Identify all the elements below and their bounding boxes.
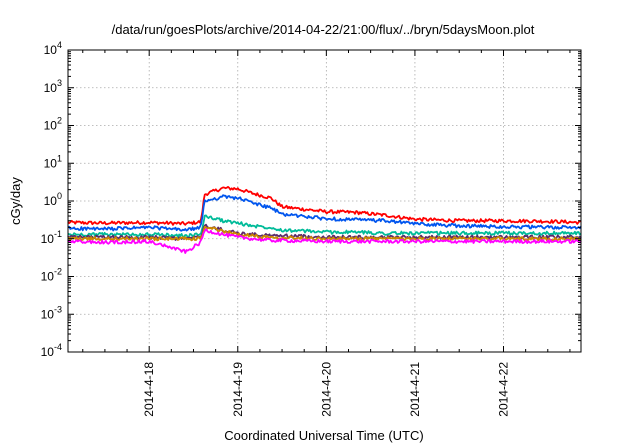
series-line xyxy=(67,186,582,226)
y-tick-base: 10 xyxy=(41,270,55,284)
x-tick-label: 2014-4-22 xyxy=(496,362,510,417)
y-tick-exponent: 0 xyxy=(57,191,62,201)
y-tick-exponent: 2 xyxy=(57,116,62,126)
series-line xyxy=(67,225,582,242)
y-tick-base: 10 xyxy=(41,345,55,359)
x-tick-label: 2014-4-21 xyxy=(408,362,422,417)
y-tick-label: 101 xyxy=(44,153,62,170)
y-tick-base: 10 xyxy=(41,307,55,321)
x-axis-label: Coordinated Universal Time (UTC) xyxy=(224,428,423,443)
series-line xyxy=(67,214,582,239)
grid xyxy=(68,50,581,352)
series-layer xyxy=(67,186,582,254)
series-line xyxy=(67,194,582,232)
y-tick-base: 10 xyxy=(41,232,55,246)
series-line xyxy=(67,228,582,254)
x-tick-labels: 2014-4-18 2014-4-19 2014-4-20 2014-4-21 2014… xyxy=(142,362,510,417)
y-tick-base: 10 xyxy=(44,194,58,208)
y-tick-base: 10 xyxy=(44,156,58,170)
axis-ticks xyxy=(68,49,581,353)
y-tick-label: 10-4 xyxy=(41,342,62,359)
y-axis-label: cGy/day xyxy=(8,177,23,225)
y-tick-exponent: 4 xyxy=(57,40,62,50)
x-tick-label: 2014-4-18 xyxy=(142,362,156,417)
y-tick-exponent: -4 xyxy=(54,342,62,352)
x-tick-label: 2014-4-20 xyxy=(319,362,333,417)
y-tick-label: 10-1 xyxy=(41,229,62,246)
y-tick-label: 100 xyxy=(44,191,62,208)
x-tick-label: 2014-4-19 xyxy=(231,362,245,417)
y-tick-label: 104 xyxy=(44,40,62,57)
chart-title: /data/run/goesPlots/archive/2014-04-22/2… xyxy=(112,22,535,37)
y-tick-label: 103 xyxy=(44,78,62,95)
y-tick-exponent: -3 xyxy=(54,304,62,314)
y-tick-exponent: 3 xyxy=(57,78,62,88)
y-tick-exponent: -1 xyxy=(54,229,62,239)
y-tick-label: 102 xyxy=(44,116,62,133)
y-tick-label: 10-2 xyxy=(41,267,62,284)
y-tick-base: 10 xyxy=(44,119,58,133)
y-tick-label: 10-3 xyxy=(41,304,62,321)
y-tick-exponent: -2 xyxy=(54,267,62,277)
y-tick-base: 10 xyxy=(44,43,58,57)
y-tick-base: 10 xyxy=(44,81,58,95)
y-tick-exponent: 1 xyxy=(57,153,62,163)
